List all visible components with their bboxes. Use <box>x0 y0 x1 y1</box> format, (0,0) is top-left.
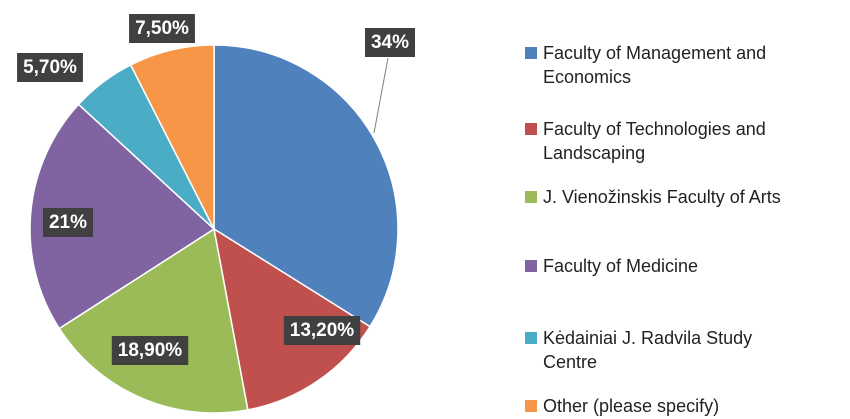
legend-swatch <box>525 332 537 344</box>
legend-label: Faculty of Management and Economics <box>543 43 767 87</box>
legend-label: Faculty of Medicine <box>543 256 699 276</box>
data-label: 18,90% <box>118 340 183 361</box>
pie-slice <box>58 227 249 414</box>
pie-slice <box>129 44 215 230</box>
legend-swatch <box>525 123 537 135</box>
data-label-box <box>129 14 195 43</box>
data-label-box <box>364 28 416 57</box>
legend-swatch <box>525 260 537 272</box>
data-label-box <box>111 336 189 365</box>
legend-item: Other (please specify) <box>525 394 845 418</box>
pie-slice <box>29 103 216 330</box>
legend-label: Faculty of Technologies and Landscaping <box>543 119 766 163</box>
data-label-box <box>42 208 94 237</box>
data-label: 34% <box>371 32 409 53</box>
legend-item: Kėdainiai J. Radvila Study Centre <box>525 326 845 374</box>
legend-swatch <box>525 47 537 59</box>
data-label: 5,70% <box>23 57 77 78</box>
legend-label: J. Vienožinskis Faculty of Arts <box>543 187 781 207</box>
data-label: 13,20% <box>290 320 355 341</box>
legend-item: Faculty of Medicine <box>525 254 845 278</box>
data-label: 21% <box>49 212 87 233</box>
data-label: 7,50% <box>135 18 189 39</box>
legend-label: Kėdainiai J. Radvila Study Centre <box>543 328 753 372</box>
legend-item: Faculty of Management and Economics <box>525 41 845 89</box>
leader-line <box>373 57 389 134</box>
legend-item: Faculty of Technologies and Landscaping <box>525 117 845 165</box>
legend-item: J. Vienožinskis Faculty of Arts <box>525 185 845 209</box>
data-label-box <box>283 316 361 345</box>
legend-swatch <box>525 400 537 412</box>
pie-slice <box>213 44 399 328</box>
legend-swatch <box>525 191 537 203</box>
legend-label: Other (please specify) <box>543 396 720 416</box>
data-label-box <box>17 53 83 82</box>
